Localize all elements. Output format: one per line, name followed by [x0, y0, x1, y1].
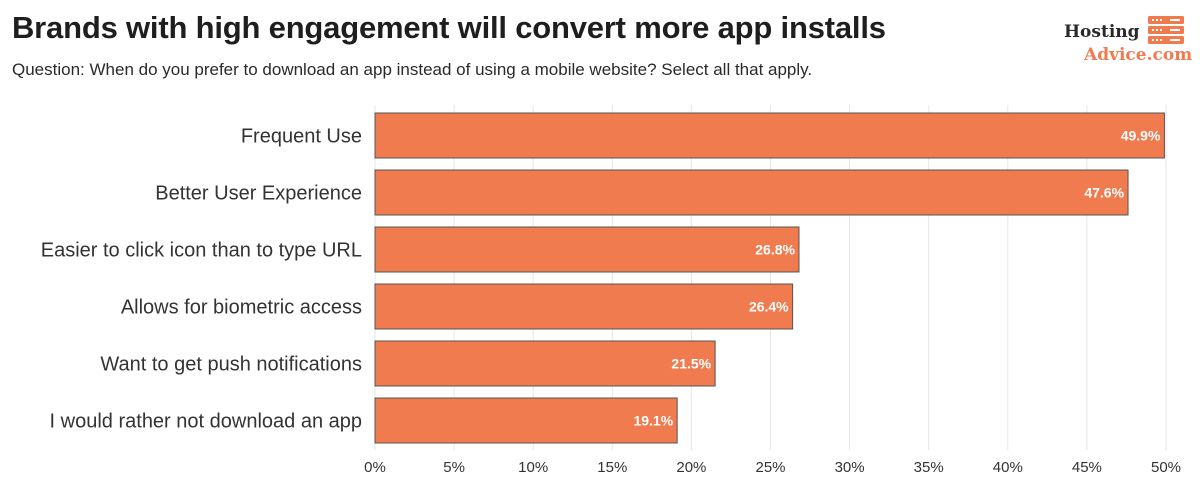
x-tick-label: 45% — [1072, 459, 1102, 476]
x-tick-label: 30% — [835, 459, 865, 476]
value-label: 19.1% — [633, 413, 673, 429]
value-label: 26.8% — [755, 242, 795, 258]
bar — [374, 226, 800, 273]
category-label: Frequent Use — [241, 126, 362, 148]
x-tick-label: 20% — [676, 459, 706, 476]
x-tick-label: 40% — [993, 459, 1023, 476]
bar — [374, 283, 794, 330]
x-tick-label: 25% — [755, 459, 785, 476]
bar — [374, 112, 1165, 159]
bar — [374, 397, 678, 444]
logo-text-top: Hosting — [1064, 22, 1140, 42]
value-label: 49.9% — [1121, 128, 1161, 144]
server-stack-icon — [1148, 16, 1184, 44]
x-tick-label: 0% — [364, 459, 386, 476]
value-label: 26.4% — [749, 299, 789, 315]
category-label: Want to get push notifications — [100, 354, 362, 376]
category-label: I would rather not download an app — [50, 411, 362, 433]
value-label: 47.6% — [1084, 185, 1124, 201]
category-label: Allows for biometric access — [121, 297, 362, 319]
value-label: 21.5% — [671, 356, 711, 372]
chart-subtitle: Question: When do you prefer to download… — [12, 60, 813, 79]
x-tick-label: 50% — [1151, 459, 1181, 476]
category-label: Better User Experience — [155, 183, 362, 205]
bar — [374, 169, 1129, 216]
category-label: Easier to click icon than to type URL — [41, 240, 362, 262]
x-tick-label: 5% — [443, 459, 465, 476]
x-tick-label: 35% — [914, 459, 944, 476]
chart-title: Brands with high engagement will convert… — [12, 10, 886, 45]
x-tick-label: 15% — [597, 459, 627, 476]
x-tick-label: 10% — [518, 459, 548, 476]
brand-logo: Hosting Advice.com — [1062, 12, 1192, 68]
bar — [374, 340, 716, 387]
logo-text-bottom: Advice.com — [1084, 45, 1193, 65]
